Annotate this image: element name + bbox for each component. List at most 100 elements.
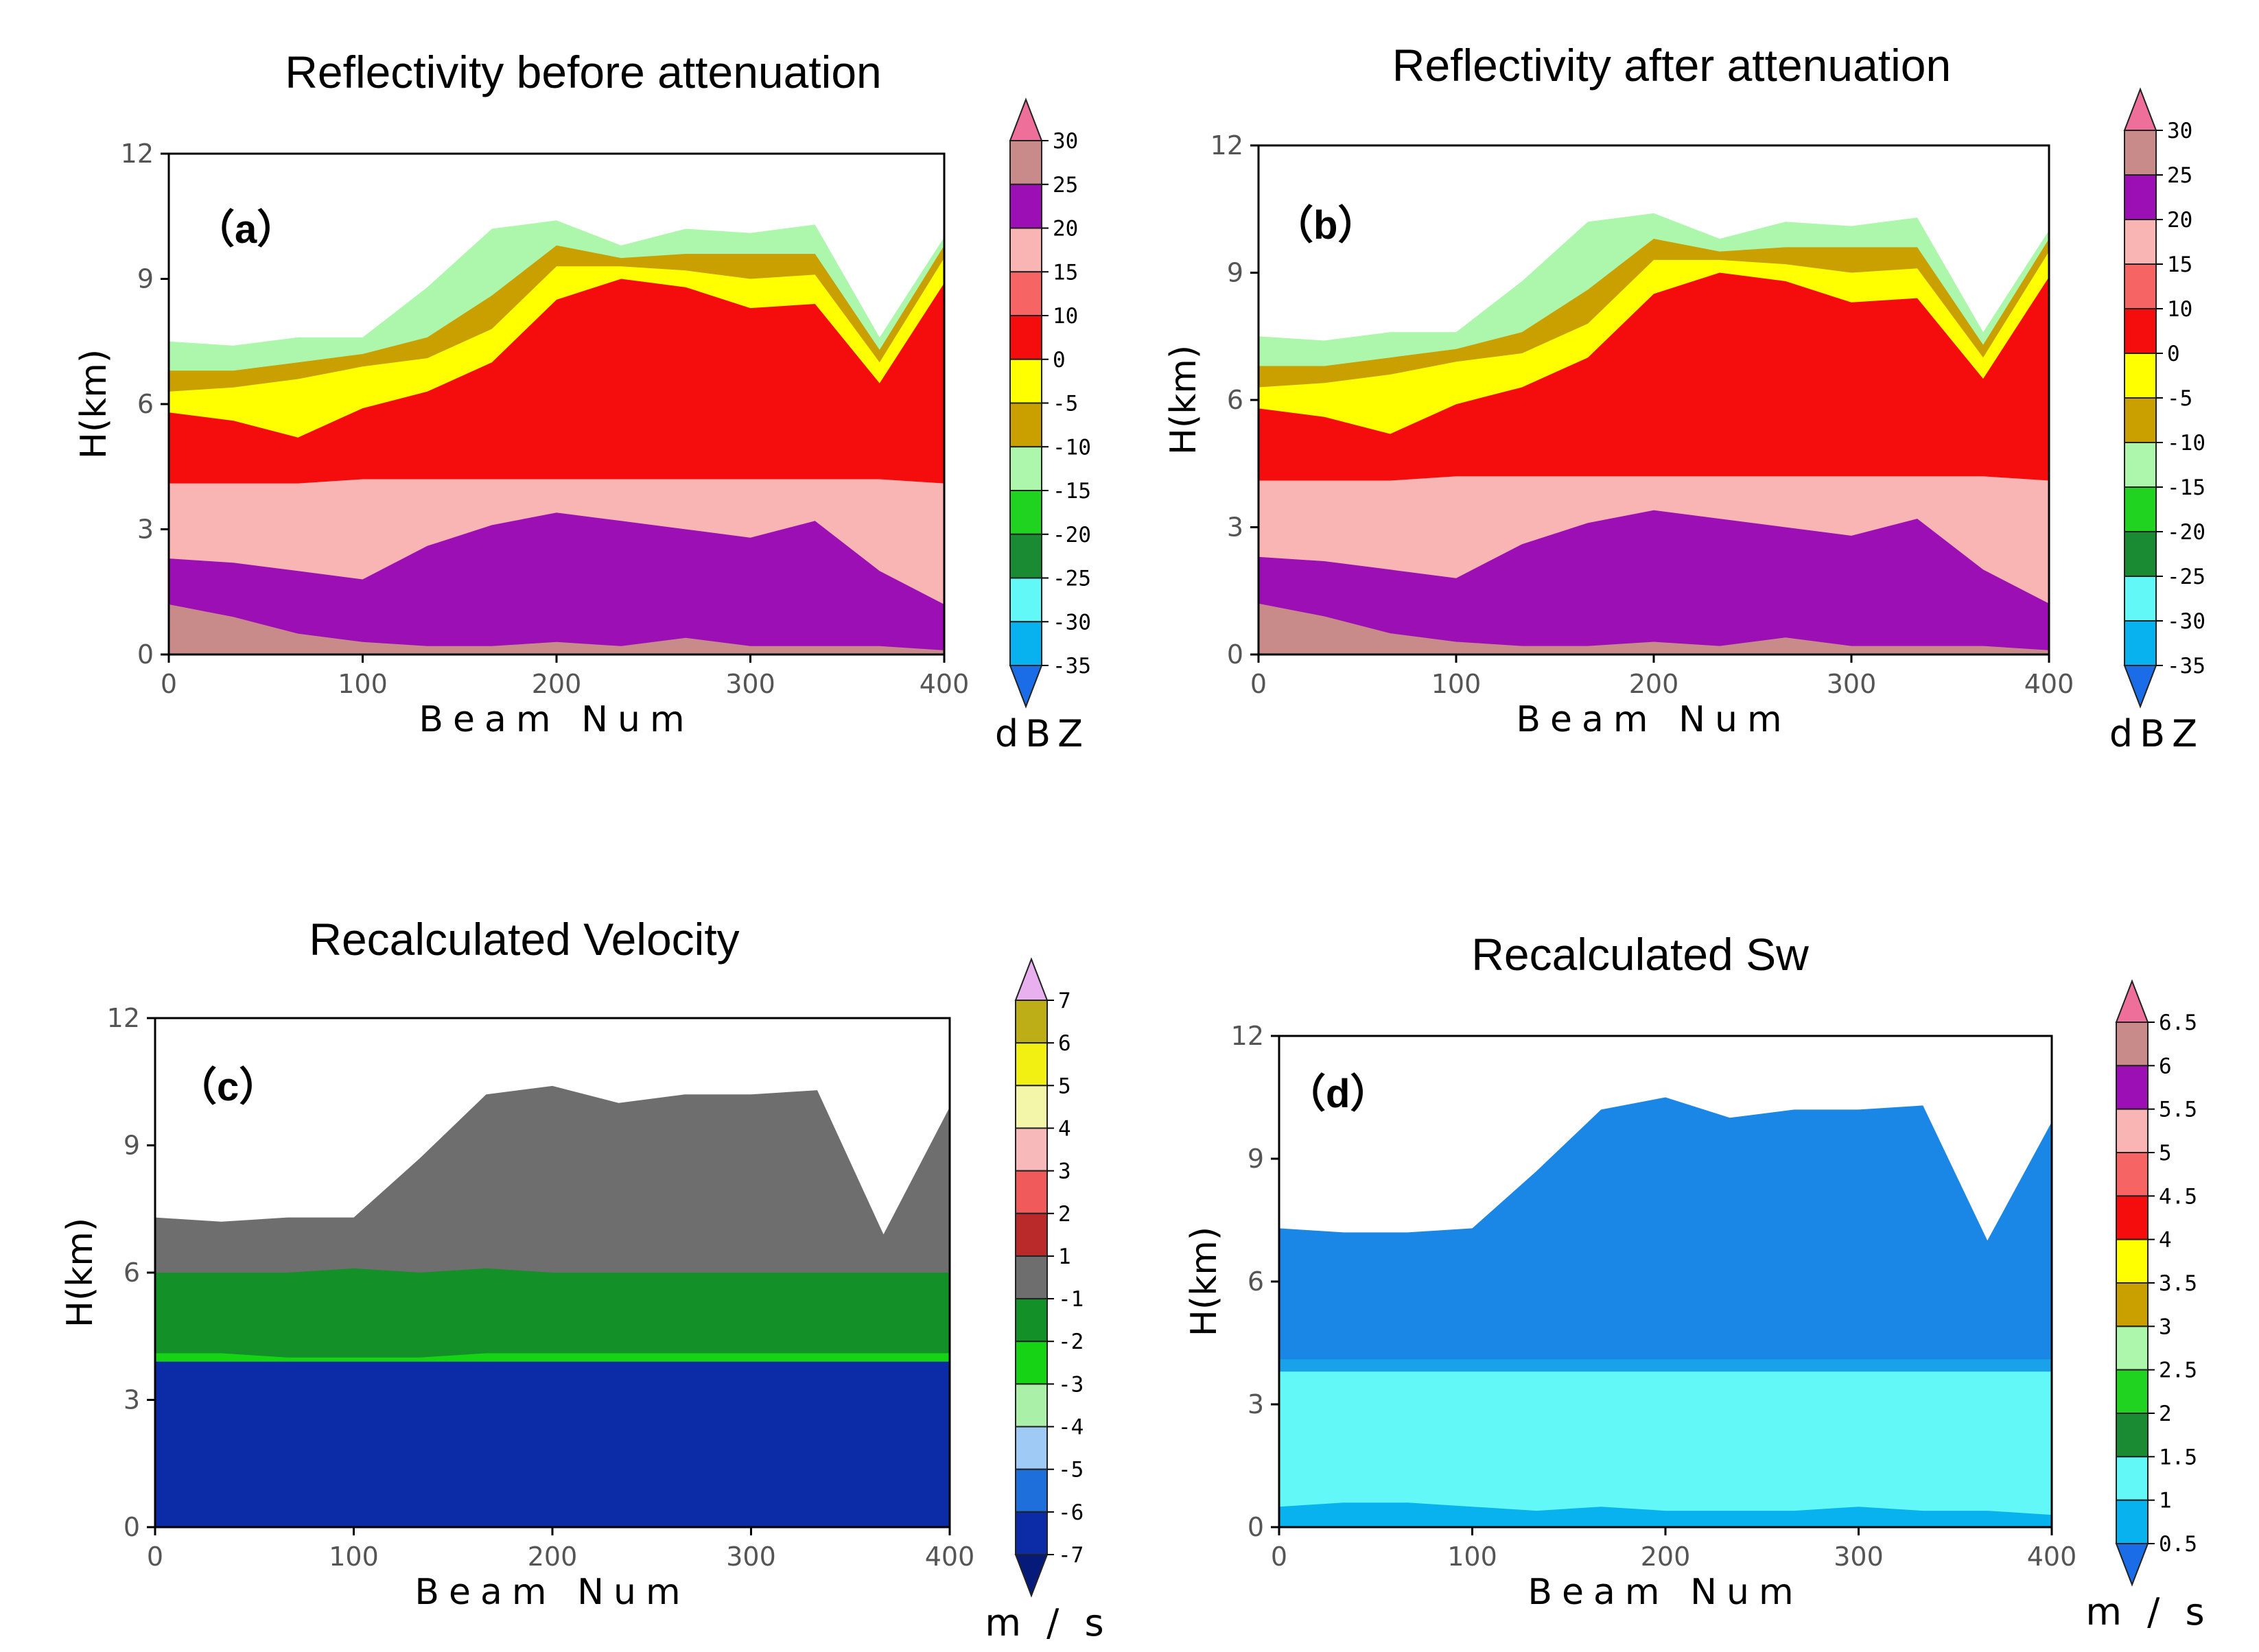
colorbar-label: 10	[1053, 304, 1078, 329]
colorbar-swatch	[2124, 219, 2157, 265]
x-tick-label: 0	[1250, 669, 1267, 699]
colorbar-label: -20	[2167, 520, 2205, 545]
colorbar-swatch	[1009, 533, 1042, 579]
colorbar-swatch	[1015, 1127, 1048, 1172]
colorbar-swatch	[2124, 531, 2157, 577]
colorbar-label: -30	[2167, 609, 2205, 634]
colorbar-label: -30	[1053, 610, 1091, 635]
colorbar-swatch	[1009, 140, 1042, 185]
colorbar-unit: m / s	[2085, 1590, 2211, 1633]
colorbar-swatch	[1015, 1426, 1048, 1470]
data-layer-1	[1279, 1371, 2052, 1527]
data-layers	[155, 1085, 950, 1527]
y-tick-label: 0	[1227, 639, 1243, 670]
panel-title: Recalculated Sw	[1471, 929, 1809, 980]
x-tick-label: 200	[528, 1542, 578, 1572]
x-axis-label: Beam Num	[414, 1572, 690, 1613]
colorbar-label: 6	[2159, 1054, 2172, 1078]
colorbar-label: 3.5	[2159, 1271, 2197, 1296]
y-tick-label: 3	[1227, 512, 1243, 543]
colorbar-swatch	[1009, 315, 1042, 360]
colorbar-label: -4	[1058, 1415, 1084, 1440]
colorbar-label: 0	[1053, 348, 1066, 373]
colorbar-label: -10	[2167, 431, 2205, 456]
x-tick-label: 300	[1834, 1542, 1884, 1572]
x-tick-label: 200	[1641, 1542, 1691, 1572]
x-axis-label: Beam Num	[419, 699, 694, 740]
x-tick-label: 300	[725, 669, 775, 699]
colorbar-label: 20	[2167, 208, 2192, 233]
colorbar-swatch	[1015, 1212, 1048, 1257]
colorbar-swatch	[2124, 576, 2157, 622]
x-tick-label: 0	[161, 669, 177, 699]
colorbar-swatch	[1015, 1511, 1048, 1556]
y-tick-label: 9	[1227, 258, 1243, 288]
y-tick-label: 6	[137, 389, 154, 419]
colorbar-top-arrow	[1014, 957, 1049, 1001]
colorbar-label: 4	[1058, 1116, 1071, 1141]
colorbar-swatch	[1015, 1298, 1048, 1343]
colorbar-label: 1	[1058, 1244, 1071, 1269]
colorbar-swatch	[2124, 130, 2157, 176]
colorbar-swatch	[2116, 1238, 2149, 1284]
colorbar-top-arrow	[1009, 97, 1043, 141]
colorbar-bottom-arrow	[1009, 665, 1043, 709]
y-tick-label: 9	[137, 264, 154, 294]
x-axis-label: Beam Num	[1516, 699, 1791, 740]
colorbar-swatch	[2116, 1282, 2149, 1328]
colorbar-swatch	[1015, 1468, 1048, 1513]
colorbar-swatch	[1015, 1341, 1048, 1385]
colorbar-swatch	[2116, 1369, 2149, 1414]
y-tick-label: 3	[1248, 1389, 1264, 1419]
x-tick-label: 400	[2024, 669, 2074, 699]
data-layers	[1279, 1097, 2052, 1527]
data-layer-0	[169, 604, 944, 654]
y-axis-label: H(km)	[60, 1218, 101, 1328]
x-tick-label: 0	[1271, 1542, 1287, 1572]
colorbar-swatch	[2116, 1152, 2149, 1197]
colorbar-swatch	[1009, 183, 1042, 229]
data-layer-0	[1279, 1502, 2052, 1527]
colorbar-label: -6	[1058, 1500, 1084, 1525]
data-layer-1	[1259, 510, 2049, 654]
panel-label: （b）	[1274, 203, 1377, 248]
data-layers	[169, 220, 944, 654]
colorbar-label: 30	[1053, 129, 1078, 154]
y-axis-label: H(km)	[1184, 1227, 1225, 1336]
colorbar-swatch	[1015, 1383, 1048, 1428]
x-tick-label: 100	[329, 1542, 379, 1572]
y-axis-label: H(km)	[73, 349, 115, 459]
panel-label: （a）	[195, 207, 296, 252]
colorbar-swatch	[1015, 1085, 1048, 1129]
x-tick-label: 200	[1629, 669, 1679, 699]
data-layers	[1259, 213, 2049, 654]
colorbar-unit: dBZ	[995, 712, 1090, 755]
colorbar-label: -3	[1058, 1372, 1084, 1397]
colorbar-swatch	[1015, 1170, 1048, 1214]
colorbar-swatch	[2124, 263, 2157, 309]
y-tick-label: 6	[1227, 385, 1243, 415]
colorbar-swatch	[2116, 1065, 2149, 1110]
colorbar-label: 15	[1053, 260, 1078, 285]
colorbar-label: 25	[2167, 163, 2192, 188]
y-tick-label: 6	[124, 1258, 140, 1288]
y-tick-label: 3	[124, 1385, 140, 1415]
panel-label: （d）	[1286, 1072, 1390, 1116]
panel-label: （c）	[177, 1065, 279, 1109]
colorbar-label: 5	[1058, 1074, 1071, 1098]
colorbar-swatch	[2124, 442, 2157, 488]
colorbar-label: 7	[1058, 989, 1071, 1013]
y-tick-label: 0	[137, 639, 154, 670]
y-axis-label: H(km)	[1163, 345, 1204, 455]
x-tick-label: 400	[925, 1542, 975, 1572]
y-tick-label: 9	[1248, 1144, 1264, 1174]
colorbar-label: -2	[1058, 1330, 1084, 1354]
colorbar-label: 2.5	[2159, 1358, 2197, 1383]
colorbar-label: -35	[2167, 654, 2205, 678]
colorbar-swatch	[1015, 1042, 1048, 1087]
colorbar-unit: m / s	[985, 1601, 1110, 1644]
colorbar-unit: dBZ	[2109, 712, 2204, 755]
colorbar-label: 1.5	[2159, 1445, 2197, 1470]
colorbar-swatch	[1009, 577, 1042, 623]
